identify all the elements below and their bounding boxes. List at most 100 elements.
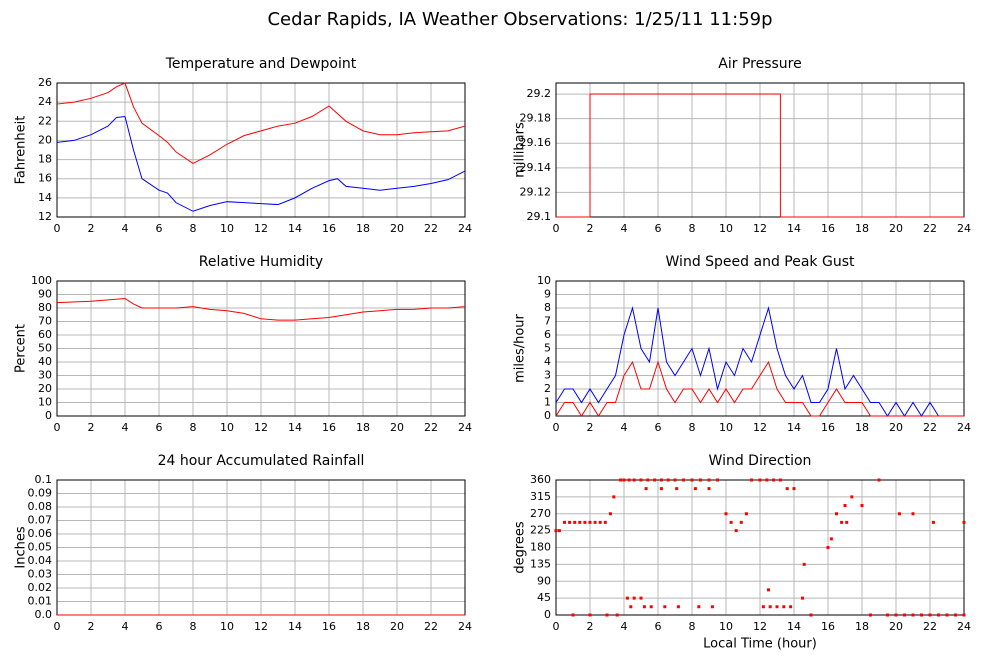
x-tick-label: 14	[288, 421, 302, 434]
y-tick-label: 0.01	[28, 595, 53, 608]
x-tick-label: 6	[655, 421, 662, 434]
x-tick-label: 18	[855, 620, 869, 633]
y-tick-label: 14	[38, 191, 52, 204]
data-point	[782, 605, 786, 609]
x-tick-label: 2	[88, 222, 95, 235]
x-tick-label: 14	[787, 421, 801, 434]
x-tick-label: 8	[689, 222, 696, 235]
x-tick-label: 16	[821, 421, 835, 434]
x-tick-label: 20	[390, 421, 404, 434]
data-point	[903, 613, 906, 617]
y-axis-label: miles/hour	[513, 313, 528, 382]
y-axis-label: Percent	[14, 324, 29, 373]
y-axis-label: Inches	[14, 526, 29, 568]
x-axis-label: Local Time (hour)	[703, 637, 817, 652]
x-tick-label: 4	[621, 222, 628, 235]
x-tick-label: 16	[821, 620, 835, 633]
data-point	[693, 487, 697, 491]
data-point	[744, 512, 748, 516]
x-tick-label: 2	[88, 620, 95, 633]
y-tick-label: 18	[38, 153, 52, 166]
data-point	[845, 520, 849, 524]
y-tick-label: 29.1	[527, 210, 552, 223]
data-point	[659, 487, 663, 491]
y-tick-label: 70	[38, 315, 52, 328]
data-point	[785, 487, 789, 491]
data-point	[772, 478, 776, 482]
x-tick-label: 12	[254, 222, 268, 235]
y-tick-label: 24	[38, 95, 52, 108]
x-tick-label: 6	[655, 222, 662, 235]
y-tick-label: 50	[38, 342, 52, 355]
y-tick-label: 29.14	[520, 161, 552, 174]
data-point	[632, 596, 636, 600]
data-point	[840, 520, 844, 524]
data-point	[765, 478, 769, 482]
x-tick-label: 2	[88, 421, 95, 434]
x-tick-label: 20	[889, 421, 903, 434]
y-axis-label: millibars	[513, 122, 528, 178]
x-tick-label: 20	[889, 620, 903, 633]
data-point	[739, 520, 743, 524]
y-tick-label: 0.0	[35, 608, 53, 621]
data-point	[571, 613, 575, 617]
y-tick-label: 0.08	[28, 500, 53, 513]
y-tick-label: 0.07	[28, 514, 53, 527]
y-tick-label: 0.02	[28, 581, 53, 594]
panel-title: Air Pressure	[718, 56, 801, 72]
x-tick-label: 18	[855, 421, 869, 434]
x-tick-label: 22	[424, 620, 438, 633]
data-point	[615, 613, 619, 617]
data-point	[707, 478, 711, 482]
data-point	[897, 512, 901, 516]
y-tick-label: 8	[544, 301, 551, 314]
x-tick-label: 0	[54, 222, 61, 235]
data-point	[663, 605, 667, 609]
data-line	[555, 306, 964, 417]
x-tick-label: 20	[390, 620, 404, 633]
data-point	[802, 562, 806, 566]
y-tick-label: 12	[38, 210, 52, 223]
y-tick-label: 29.12	[520, 185, 552, 198]
x-tick-label: 20	[889, 222, 903, 235]
x-tick-label: 18	[855, 222, 869, 235]
y-tick-label: 40	[38, 355, 52, 368]
data-point	[945, 613, 949, 617]
y-tick-label: 225	[530, 524, 551, 537]
y-tick-label: 360	[530, 473, 551, 486]
data-point	[758, 478, 762, 482]
x-tick-label: 4	[122, 620, 129, 633]
y-tick-label: 0	[45, 409, 52, 422]
y-axis-label: degrees	[513, 521, 528, 574]
y-tick-label: 10	[537, 274, 551, 287]
data-point	[724, 512, 728, 516]
y-tick-label: 10	[38, 396, 52, 409]
y-tick-label: 4	[544, 355, 551, 368]
data-point	[869, 613, 872, 617]
x-tick-label: 10	[220, 421, 234, 434]
x-tick-label: 18	[356, 620, 370, 633]
data-point	[612, 495, 616, 499]
y-tick-label: 60	[38, 328, 52, 341]
data-line	[56, 82, 466, 164]
y-tick-label: 180	[530, 541, 551, 554]
x-tick-label: 24	[458, 222, 472, 235]
x-tick-label: 10	[220, 620, 234, 633]
x-tick-label: 22	[923, 421, 937, 434]
panel-title: Temperature and Dewpoint	[165, 56, 357, 72]
y-tick-label: 135	[530, 557, 551, 570]
data-point	[578, 520, 582, 524]
y-tick-label: 3	[544, 369, 551, 382]
data-point	[603, 520, 607, 524]
x-tick-label: 16	[322, 421, 336, 434]
data-point	[829, 537, 833, 541]
x-tick-label: 10	[719, 620, 733, 633]
x-tick-label: 24	[957, 620, 971, 633]
data-point	[710, 605, 714, 609]
data-point	[962, 613, 966, 617]
y-tick-label: 80	[38, 301, 52, 314]
data-point	[629, 605, 633, 609]
x-tick-label: 12	[254, 421, 268, 434]
data-point	[767, 588, 770, 592]
data-point	[557, 529, 561, 533]
